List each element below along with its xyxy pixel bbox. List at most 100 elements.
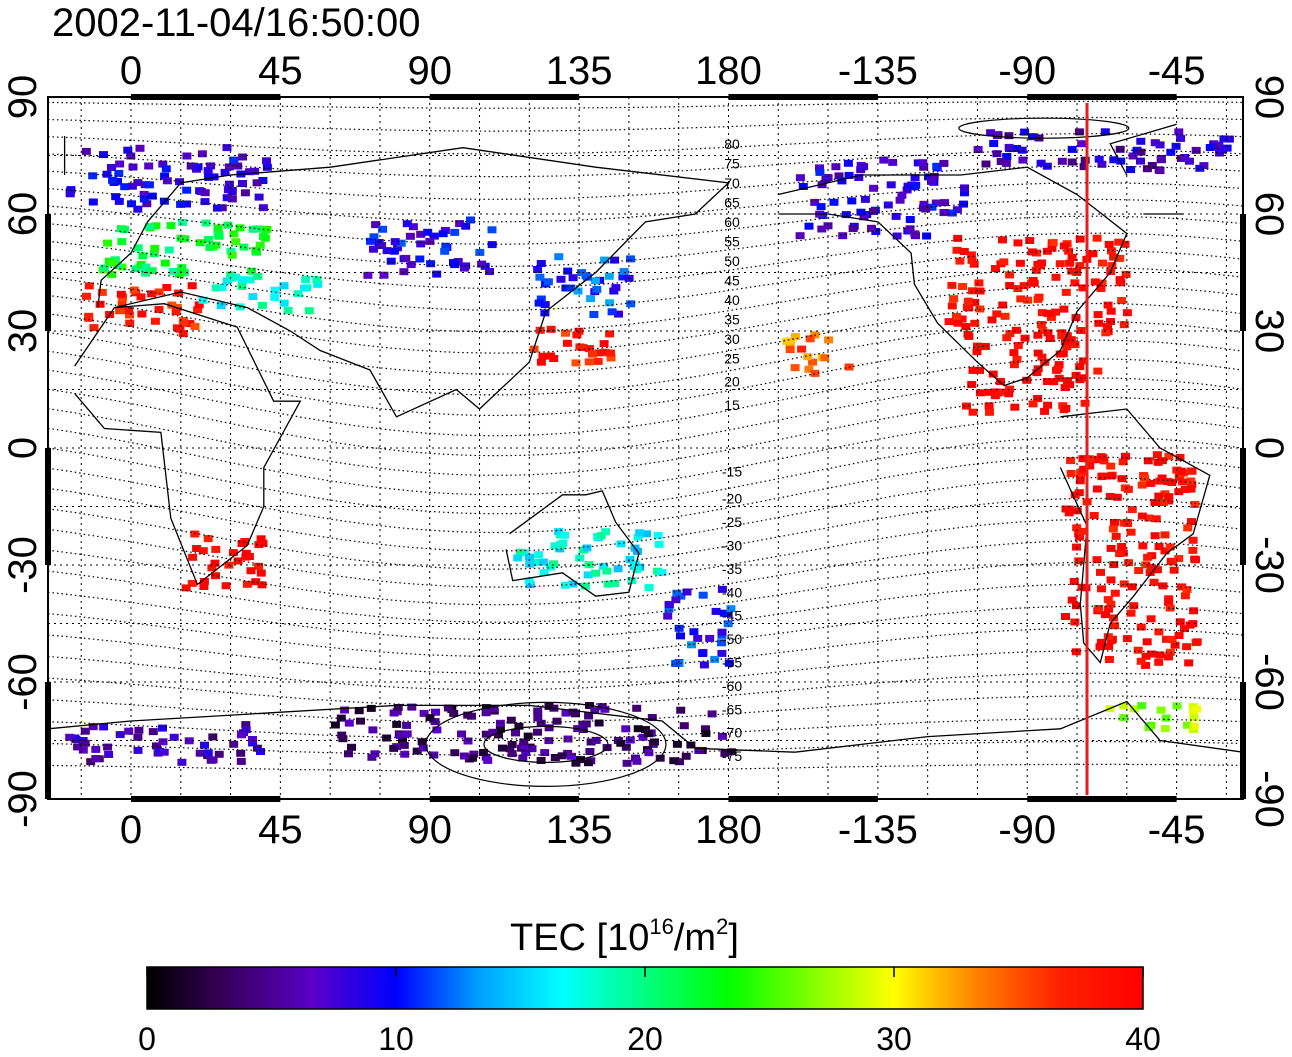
tec-cell	[610, 580, 620, 587]
tec-cell	[1061, 338, 1070, 345]
tec-cell	[909, 183, 919, 191]
contour-value-label: 25	[724, 350, 740, 366]
tec-cell	[1224, 135, 1234, 143]
tec-cell	[139, 190, 149, 198]
tec-cell	[89, 324, 99, 332]
tec-cell	[922, 232, 932, 240]
tec-cell	[975, 366, 984, 374]
contour-value-label: 65	[724, 194, 740, 210]
contour-value-label: -65	[722, 701, 742, 717]
tec-cell	[251, 578, 261, 586]
tec-region	[198, 272, 323, 315]
tec-cell	[1110, 519, 1119, 526]
contour-value-label: -55	[722, 655, 742, 671]
tec-cell	[382, 247, 392, 255]
contour-line	[48, 100, 1243, 109]
tec-cell	[1137, 512, 1147, 520]
tec-cell	[443, 704, 453, 712]
tec-cell	[1146, 564, 1156, 572]
tec-cell	[998, 301, 1008, 309]
frame-left-bar	[45, 214, 51, 331]
frame-bottom-bar	[130, 796, 281, 802]
tec-cell	[927, 177, 936, 185]
x-tick-label-bottom: 135	[546, 808, 613, 852]
tec-cell	[1037, 353, 1047, 361]
tec-cell	[120, 226, 129, 233]
tec-cell	[919, 200, 929, 208]
south-pole-contour	[425, 701, 667, 788]
tec-cell	[563, 735, 573, 743]
tec-cell	[718, 732, 727, 740]
tec-cell	[203, 749, 213, 757]
x-tick-label-top: 90	[407, 49, 452, 93]
tec-cell	[208, 733, 218, 741]
tec-cell	[304, 307, 314, 315]
tec-cell	[1187, 518, 1196, 526]
tec-cell	[561, 581, 570, 589]
tec-cell	[921, 205, 931, 213]
tec-cell	[1171, 142, 1181, 150]
tec-cell	[1097, 160, 1107, 168]
tec-cell	[155, 747, 165, 755]
tec-cell	[536, 719, 546, 727]
tec-cell	[1170, 641, 1180, 649]
tec-cell	[114, 197, 124, 205]
tec-cell	[536, 358, 546, 366]
tec-cell	[514, 722, 524, 730]
tec-cell	[467, 754, 477, 762]
tec-cell	[1010, 403, 1020, 411]
tec-cell	[573, 287, 583, 295]
tec-cell	[124, 727, 134, 735]
tec-cell	[1185, 621, 1195, 629]
tec-cell	[998, 388, 1008, 396]
x-tick-label-top: -45	[1148, 49, 1206, 93]
x-tick-label-top: 135	[546, 49, 613, 93]
tec-cell	[270, 286, 280, 294]
tec-cell	[790, 364, 800, 372]
tec-cell	[583, 571, 593, 579]
tec-cell	[1180, 592, 1190, 600]
tec-cell	[676, 632, 685, 640]
tec-cell	[820, 354, 830, 362]
tec-cell	[236, 749, 246, 757]
tec-cell	[992, 132, 1002, 140]
tec-cell	[1182, 586, 1192, 593]
tec-cell	[719, 609, 729, 617]
tec-cell	[859, 213, 869, 221]
tec-cell	[1176, 467, 1186, 475]
x-tick-label-bottom: -45	[1148, 808, 1206, 852]
tec-cell	[116, 290, 126, 298]
tec-cell	[475, 248, 485, 256]
tec-cell	[241, 549, 251, 557]
tec-cell	[432, 270, 442, 278]
contour-line	[48, 165, 1243, 200]
tec-cell	[591, 736, 601, 744]
tec-cell	[1138, 542, 1148, 550]
tec-cell	[330, 721, 340, 729]
tec-cell	[568, 708, 578, 716]
tec-cell	[392, 720, 402, 728]
contour-value-label: -60	[722, 678, 742, 694]
tec-cell	[1080, 399, 1090, 407]
tec-cell	[402, 220, 412, 228]
tec-cell	[523, 732, 533, 740]
tec-cell	[344, 750, 353, 758]
tec-cell	[797, 345, 807, 353]
contour-line	[48, 116, 1243, 132]
y-tick-label-right: -30	[1247, 536, 1291, 594]
tec-cell	[1114, 238, 1124, 246]
y-tick-label-left: -90	[1, 770, 45, 828]
tec-cell	[1092, 485, 1102, 493]
tec-cell	[1051, 308, 1061, 316]
tec-cell	[1191, 146, 1201, 154]
tec-cell	[1000, 312, 1010, 320]
tec-cell	[805, 335, 815, 343]
tec-cell	[1115, 276, 1125, 284]
tec-cell	[967, 256, 977, 264]
tec-cell	[584, 759, 593, 767]
tec-cell	[217, 204, 227, 212]
tec-cell	[1033, 349, 1043, 357]
tec-cell	[949, 295, 959, 303]
tec-cell	[1031, 266, 1041, 274]
